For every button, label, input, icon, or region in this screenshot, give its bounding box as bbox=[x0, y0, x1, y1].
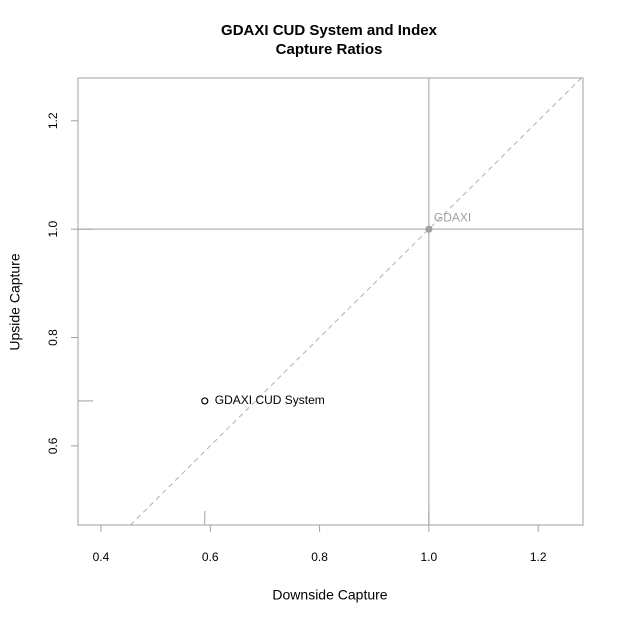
point-label: GDAXI bbox=[434, 210, 471, 224]
x-tick-label: 1.2 bbox=[530, 550, 547, 564]
plot-frame bbox=[77, 77, 584, 526]
x-tick-label: 0.8 bbox=[311, 550, 328, 564]
chart-title: Capture Ratios bbox=[276, 41, 383, 58]
diagonal-line bbox=[130, 77, 582, 526]
y-tick-label: 1.0 bbox=[46, 221, 60, 238]
y-tick-label: 0.6 bbox=[46, 437, 60, 454]
point bbox=[425, 225, 433, 233]
y-tick-label: 0.8 bbox=[46, 329, 60, 346]
chart-title: GDAXI CUD System and Index bbox=[221, 22, 438, 39]
x-tick-label: 0.4 bbox=[93, 550, 110, 564]
x-tick-label: 1.0 bbox=[421, 550, 438, 564]
x-tick-label: 0.6 bbox=[202, 550, 219, 564]
point-label: GDAXI CUD System bbox=[215, 393, 325, 407]
y-axis-label: Upside Capture bbox=[7, 253, 23, 350]
y-tick-label: 1.2 bbox=[46, 112, 60, 129]
point bbox=[201, 397, 209, 405]
x-axis-label: Downside Capture bbox=[272, 587, 387, 603]
